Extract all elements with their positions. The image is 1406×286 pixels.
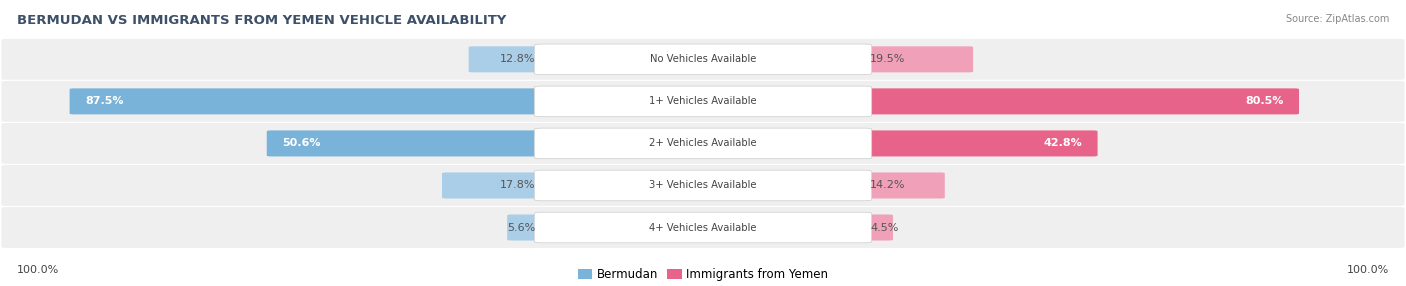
Text: 14.2%: 14.2% (870, 180, 905, 190)
FancyBboxPatch shape (1, 39, 1405, 80)
FancyBboxPatch shape (860, 88, 1299, 114)
Text: 12.8%: 12.8% (501, 54, 536, 64)
FancyBboxPatch shape (508, 214, 546, 241)
Legend: Bermudan, Immigrants from Yemen: Bermudan, Immigrants from Yemen (574, 263, 832, 286)
Text: 100.0%: 100.0% (1347, 265, 1389, 275)
Text: 42.8%: 42.8% (1043, 138, 1083, 148)
FancyBboxPatch shape (534, 128, 872, 159)
Text: 80.5%: 80.5% (1246, 96, 1284, 106)
Text: 4.5%: 4.5% (870, 223, 898, 233)
FancyBboxPatch shape (534, 86, 872, 117)
FancyBboxPatch shape (267, 130, 546, 156)
FancyBboxPatch shape (1, 207, 1405, 248)
FancyBboxPatch shape (1, 123, 1405, 164)
Text: 1+ Vehicles Available: 1+ Vehicles Available (650, 96, 756, 106)
Text: Source: ZipAtlas.com: Source: ZipAtlas.com (1285, 14, 1389, 24)
FancyBboxPatch shape (1, 81, 1405, 122)
Text: 4+ Vehicles Available: 4+ Vehicles Available (650, 223, 756, 233)
Text: 50.6%: 50.6% (283, 138, 321, 148)
FancyBboxPatch shape (860, 46, 973, 72)
FancyBboxPatch shape (534, 212, 872, 243)
FancyBboxPatch shape (860, 214, 893, 241)
FancyBboxPatch shape (534, 44, 872, 75)
FancyBboxPatch shape (441, 172, 546, 198)
FancyBboxPatch shape (534, 170, 872, 201)
Text: 19.5%: 19.5% (870, 54, 905, 64)
Text: 3+ Vehicles Available: 3+ Vehicles Available (650, 180, 756, 190)
Text: 5.6%: 5.6% (508, 223, 536, 233)
FancyBboxPatch shape (860, 172, 945, 198)
FancyBboxPatch shape (860, 130, 1098, 156)
Text: 17.8%: 17.8% (501, 180, 536, 190)
Text: BERMUDAN VS IMMIGRANTS FROM YEMEN VEHICLE AVAILABILITY: BERMUDAN VS IMMIGRANTS FROM YEMEN VEHICL… (17, 14, 506, 27)
FancyBboxPatch shape (69, 88, 546, 114)
FancyBboxPatch shape (468, 46, 546, 72)
Text: 87.5%: 87.5% (84, 96, 124, 106)
Text: No Vehicles Available: No Vehicles Available (650, 54, 756, 64)
FancyBboxPatch shape (1, 165, 1405, 206)
Text: 100.0%: 100.0% (17, 265, 59, 275)
Text: 2+ Vehicles Available: 2+ Vehicles Available (650, 138, 756, 148)
